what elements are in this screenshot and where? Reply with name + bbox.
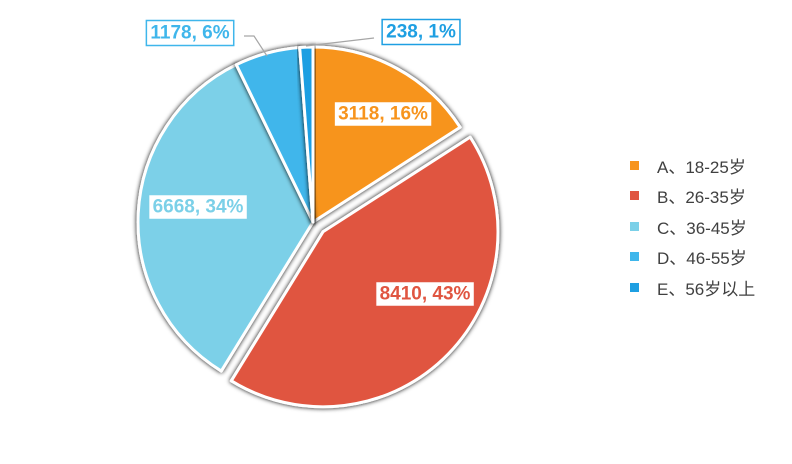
data-label-a: 3118, 16% [333,100,433,128]
data-label-c: 6668, 34% [147,193,249,221]
legend-swatch [630,282,639,292]
legend-item-d: D、46-55岁 [630,242,790,273]
data-label-box-d [145,19,235,47]
data-labels: 3118, 16% 8410, 43% 6668, 34% 1178, 6% 238, … [145,18,476,308]
leader-line-d [244,35,268,57]
legend-swatch [630,221,639,231]
data-label-text-b: 8410, 43% [380,284,471,305]
legend: A、18-25岁 B、26-35岁 C、36-45岁 D、46-55岁 E、56岁以上 [630,150,790,303]
data-label-b: 8410, 43% [374,280,476,308]
data-label-box-e [381,18,461,46]
legend-item-a: A、18-25岁 [630,150,790,181]
data-label-box-c [147,193,249,221]
legend-label: D、46-55岁 [657,249,747,269]
data-label-text-c: 6668, 34% [153,197,244,218]
pie-slice-e [298,45,315,224]
legend-swatch [630,191,639,201]
data-label-text-e: 238, 1% [386,22,456,43]
data-label-box-a [333,100,433,128]
legend-swatch [630,252,639,262]
data-label-text-d: 1178, 6% [150,23,229,44]
pie-slice-a [311,45,462,224]
pie-slices [136,45,500,409]
legend-item-c: C、36-45岁 [630,211,790,242]
legend-label: B、26-35岁 [657,188,746,208]
legend-label: C、36-45岁 [657,218,747,238]
legend-item-e: E、56岁以上 [630,272,790,303]
legend-label: A、18-25岁 [657,157,746,177]
data-label-text-a: 3118, 16% [338,104,428,125]
leader-lines [244,35,375,57]
legend-item-b: B、26-35岁 [630,181,790,212]
data-label-e: 238, 1% [381,18,461,46]
legend-label: E、56岁以上 [657,279,756,299]
pie-slice-b [229,135,500,409]
legend-swatch [630,160,639,170]
data-label-box-b [374,280,476,308]
leader-line-e [305,37,375,47]
data-label-d: 1178, 6% [145,19,235,47]
